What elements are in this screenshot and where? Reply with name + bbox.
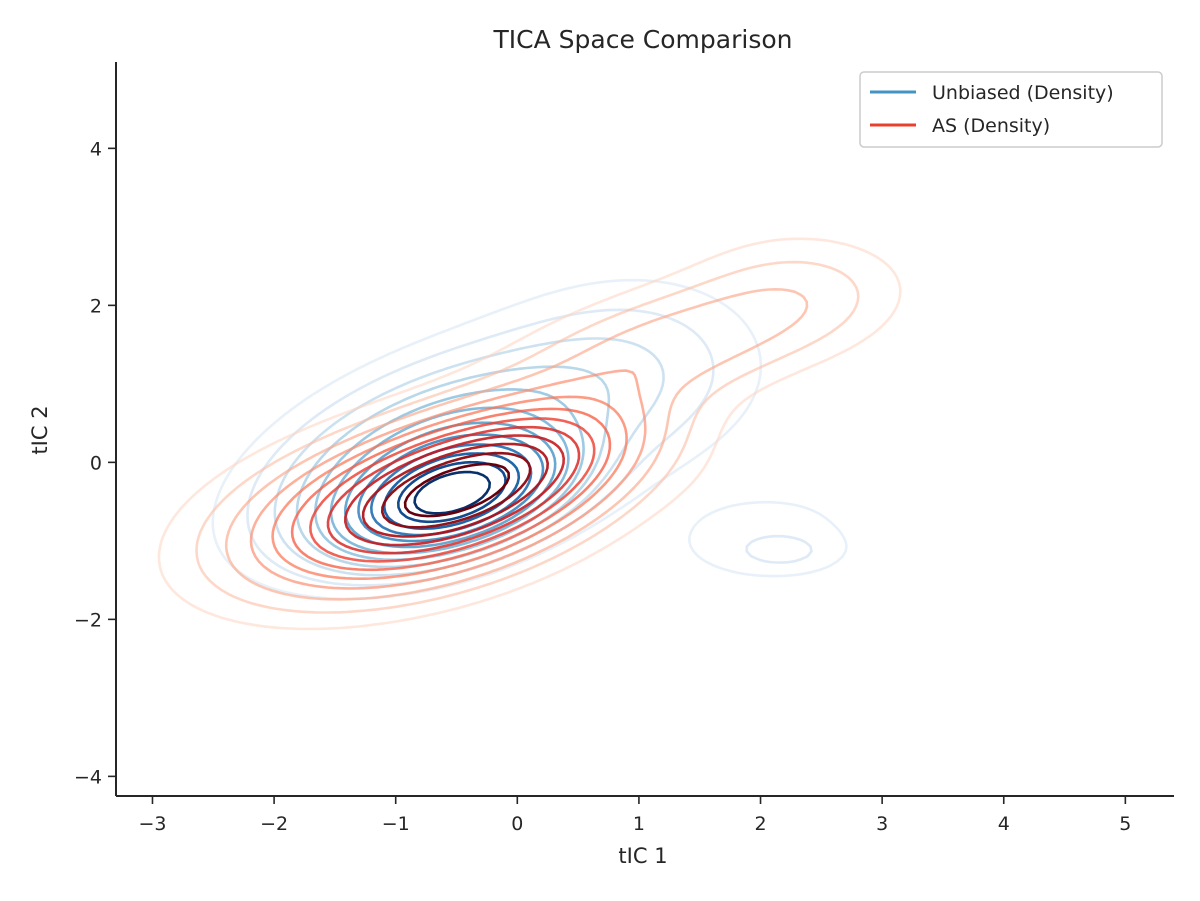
x-tick-label: −1 <box>382 813 410 835</box>
y-tick-label: 0 <box>90 452 102 474</box>
contour-line <box>413 470 491 515</box>
x-tick-label: 0 <box>511 813 523 835</box>
y-tick-label: −2 <box>74 609 102 631</box>
legend-label-unbiased: Unbiased (Density) <box>932 82 1114 104</box>
contour-line <box>381 451 532 529</box>
contour-line <box>195 260 860 614</box>
y-axis-label: tIC 2 <box>28 405 52 454</box>
contour-line <box>211 278 848 601</box>
contour-series-unbiased <box>211 278 848 601</box>
contour-line <box>271 395 628 580</box>
contour-line <box>403 462 510 518</box>
x-axis-label: tIC 1 <box>618 844 667 868</box>
contour-layer <box>157 237 902 631</box>
x-tick-label: 3 <box>876 813 888 835</box>
y-tick-label: 4 <box>90 138 102 160</box>
y-ticks: −4 −2 0 2 4 <box>74 138 116 788</box>
x-tick-label: 5 <box>1119 813 1131 835</box>
x-tick-label: −3 <box>138 813 166 835</box>
chart-title: TICA Space Comparison <box>493 25 793 54</box>
legend: Unbiased (Density) AS (Density) <box>859 71 1163 148</box>
x-tick-label: −2 <box>260 813 288 835</box>
axes <box>115 62 1174 797</box>
contour-line <box>309 417 596 563</box>
x-tick-label: 2 <box>754 813 766 835</box>
contour-series-as <box>157 237 902 631</box>
x-tick-label: 4 <box>998 813 1010 835</box>
legend-box <box>859 71 1163 148</box>
contour-line <box>224 288 809 601</box>
x-tick-label: 1 <box>633 813 645 835</box>
contour-line <box>290 407 612 572</box>
contour-line <box>326 425 581 555</box>
legend-label-as: AS (Density) <box>932 115 1050 137</box>
contour-line <box>249 369 647 590</box>
y-tick-label: 2 <box>90 295 102 317</box>
y-tick-label: −4 <box>74 766 102 788</box>
contour-line <box>157 237 902 631</box>
x-ticks: −3 −2 −1 0 1 2 3 4 5 <box>138 796 1131 835</box>
contour-line <box>344 434 565 547</box>
contour-line <box>361 442 549 538</box>
